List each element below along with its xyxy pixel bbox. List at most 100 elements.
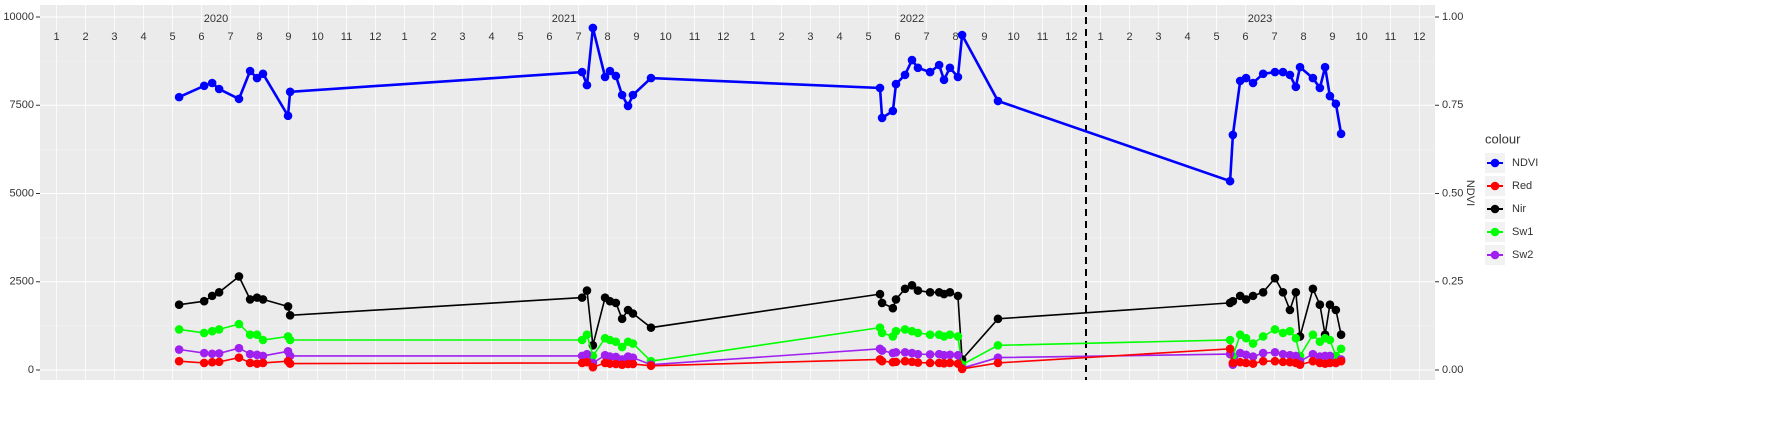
data-point bbox=[1308, 330, 1318, 340]
data-point bbox=[617, 342, 627, 352]
data-point bbox=[588, 362, 598, 372]
month-label: 8 bbox=[604, 31, 610, 43]
data-point bbox=[1291, 333, 1301, 343]
data-point bbox=[900, 348, 910, 357]
data-point bbox=[1278, 357, 1288, 367]
data-point bbox=[258, 295, 268, 304]
data-point bbox=[617, 90, 627, 100]
data-point bbox=[925, 358, 935, 368]
data-point bbox=[1285, 326, 1295, 336]
data-point bbox=[234, 319, 244, 329]
data-point bbox=[1248, 291, 1258, 301]
data-point bbox=[1248, 352, 1258, 361]
data-point bbox=[582, 357, 592, 367]
data-point bbox=[214, 325, 224, 334]
data-point bbox=[1228, 130, 1238, 140]
data-point bbox=[1285, 305, 1295, 315]
month-label: 4 bbox=[141, 31, 147, 43]
data-point bbox=[1291, 82, 1301, 92]
data-point bbox=[600, 72, 610, 82]
legend-dot bbox=[1490, 158, 1500, 168]
data-point bbox=[1320, 62, 1330, 72]
data-point bbox=[1325, 300, 1335, 309]
data-point bbox=[285, 335, 295, 345]
data-point bbox=[1270, 273, 1280, 283]
data-point bbox=[877, 328, 887, 338]
month-label: 1 bbox=[750, 31, 756, 43]
data-point bbox=[875, 83, 885, 93]
data-point bbox=[993, 96, 1003, 106]
data-point bbox=[1315, 300, 1325, 309]
data-point bbox=[605, 66, 615, 76]
data-point bbox=[993, 358, 1003, 368]
legend-dot bbox=[1490, 181, 1500, 191]
month-label: 7 bbox=[924, 31, 930, 43]
month-label: 4 bbox=[837, 31, 843, 43]
data-point bbox=[611, 71, 621, 81]
month-label: 3 bbox=[1155, 31, 1161, 43]
data-point bbox=[214, 357, 224, 367]
data-point bbox=[252, 73, 262, 83]
legend-label: Nir bbox=[1512, 203, 1526, 215]
data-point bbox=[628, 353, 638, 362]
month-label: 5 bbox=[517, 31, 523, 43]
data-point bbox=[1336, 356, 1346, 366]
month-label: 3 bbox=[111, 31, 117, 43]
data-point bbox=[913, 358, 923, 367]
data-point bbox=[628, 359, 638, 369]
data-point bbox=[907, 55, 917, 65]
data-point bbox=[199, 348, 209, 358]
data-point bbox=[875, 289, 885, 299]
data-point bbox=[1315, 83, 1325, 93]
data-point bbox=[945, 63, 955, 73]
data-point bbox=[258, 69, 268, 79]
year-label: 2021 bbox=[552, 13, 576, 25]
data-point bbox=[1241, 358, 1251, 368]
data-point bbox=[891, 357, 901, 367]
data-point bbox=[891, 295, 901, 304]
data-point bbox=[174, 92, 184, 102]
data-point bbox=[214, 349, 224, 358]
data-point bbox=[207, 326, 217, 336]
data-point bbox=[214, 84, 224, 94]
data-point bbox=[611, 298, 621, 308]
month-label: 1 bbox=[54, 31, 60, 43]
data-point bbox=[953, 332, 963, 341]
data-point bbox=[207, 349, 217, 359]
data-point bbox=[1241, 73, 1251, 83]
month-label: 10 bbox=[311, 31, 323, 43]
y-tick-label: 5000 bbox=[10, 187, 34, 199]
data-point bbox=[174, 345, 184, 354]
month-label: 8 bbox=[256, 31, 262, 43]
month-label: 6 bbox=[198, 31, 204, 43]
data-point bbox=[913, 349, 923, 359]
month-label: 9 bbox=[1329, 31, 1335, 43]
data-point bbox=[1308, 356, 1318, 366]
y-tick-label: 10000 bbox=[3, 11, 34, 23]
month-label: 8 bbox=[1300, 31, 1306, 43]
data-point bbox=[628, 339, 638, 348]
data-point bbox=[913, 63, 923, 73]
data-point bbox=[285, 87, 295, 97]
data-point bbox=[245, 358, 255, 368]
month-label: 10 bbox=[659, 31, 671, 43]
data-point bbox=[577, 67, 587, 77]
data-point bbox=[1278, 328, 1288, 338]
y-tick-label: 0 bbox=[28, 364, 34, 376]
month-label: 6 bbox=[546, 31, 552, 43]
plot-panel bbox=[40, 5, 1435, 380]
legend-label: Red bbox=[1512, 180, 1532, 192]
data-point bbox=[877, 356, 887, 366]
data-point bbox=[1278, 67, 1288, 77]
data-point bbox=[1248, 339, 1258, 348]
data-point bbox=[617, 314, 627, 324]
data-point bbox=[611, 359, 621, 369]
data-point bbox=[913, 328, 923, 338]
data-point bbox=[1241, 333, 1251, 343]
month-label: 2 bbox=[430, 31, 436, 43]
month-label: 3 bbox=[459, 31, 465, 43]
data-point bbox=[245, 66, 255, 76]
month-label: 10 bbox=[1007, 31, 1019, 43]
data-point bbox=[582, 330, 592, 340]
